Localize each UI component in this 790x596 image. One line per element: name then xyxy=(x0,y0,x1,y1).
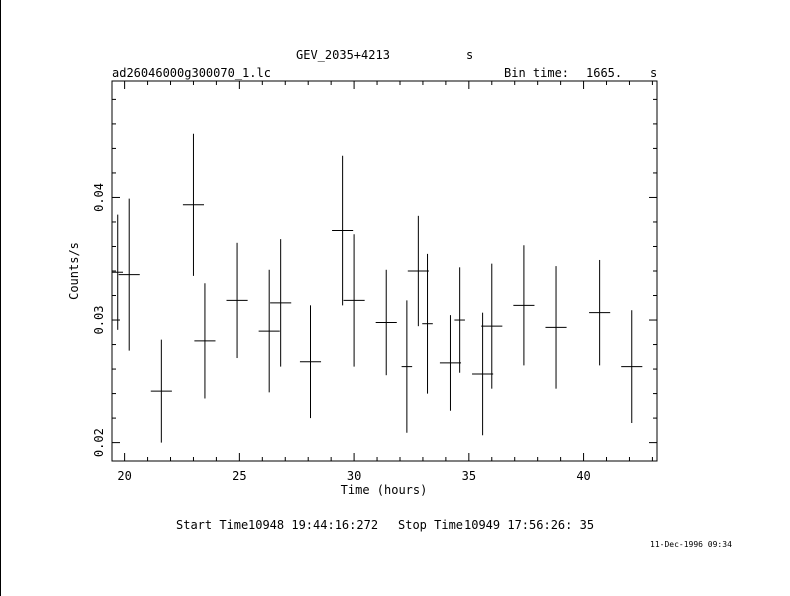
data-point xyxy=(343,234,365,367)
x-tick-label: 20 xyxy=(117,469,131,483)
data-point xyxy=(401,300,413,433)
data-point xyxy=(481,263,503,389)
data-point xyxy=(258,269,280,393)
data-point xyxy=(621,310,643,423)
data-point xyxy=(472,312,494,436)
plot-object-suffix: s xyxy=(466,48,474,62)
timestamp: 11-Dec-1996 09:34 xyxy=(650,540,732,549)
start-time-label: Start Time xyxy=(176,518,249,532)
y-tick-label: 0.02 xyxy=(92,428,106,457)
y-tick-label: 0.03 xyxy=(92,306,106,335)
data-point xyxy=(422,253,433,394)
x-tick-label: 35 xyxy=(462,469,476,483)
plot-file-name: ad26046000g300070_1.lc xyxy=(112,66,271,80)
x-tick-label: 40 xyxy=(576,469,590,483)
data-point xyxy=(112,214,124,330)
data-point xyxy=(332,155,354,306)
plot-object-name: GEV_2035+4213 xyxy=(296,48,390,62)
data-point xyxy=(194,283,216,399)
data-point xyxy=(589,259,611,366)
start-time-value: 10948 19:44:16:272 xyxy=(248,518,379,532)
y-tick-label: 0.04 xyxy=(92,183,106,212)
bin-time-value: 1665. xyxy=(586,66,623,80)
data-point xyxy=(545,266,567,389)
bin-time-label: Bin time: xyxy=(504,66,570,80)
data-point xyxy=(118,198,140,351)
data-point xyxy=(407,215,429,327)
data-point xyxy=(270,239,292,367)
stop-time-value: 10949 17:56:26: 35 xyxy=(464,518,595,532)
data-point xyxy=(513,245,535,366)
data-point xyxy=(375,269,397,376)
data-point xyxy=(182,133,205,276)
x-tick-label: 30 xyxy=(347,469,361,483)
x-tick-label: 25 xyxy=(232,469,246,483)
data-point xyxy=(226,242,248,359)
data-point xyxy=(439,315,462,411)
window-left-edge xyxy=(0,0,1,596)
axis-ticks: 20 25 30 35 40 0.02 0.03 0.04 xyxy=(92,81,657,483)
x-axis-label: Time (hours) xyxy=(341,483,428,497)
bin-time-unit: s xyxy=(650,66,658,80)
stop-time-label: Stop Time xyxy=(398,518,464,532)
data-point xyxy=(454,267,465,373)
data-point xyxy=(299,305,322,419)
data-point xyxy=(150,339,172,443)
data-points xyxy=(112,133,643,443)
y-axis-label: Counts/s xyxy=(67,242,81,300)
